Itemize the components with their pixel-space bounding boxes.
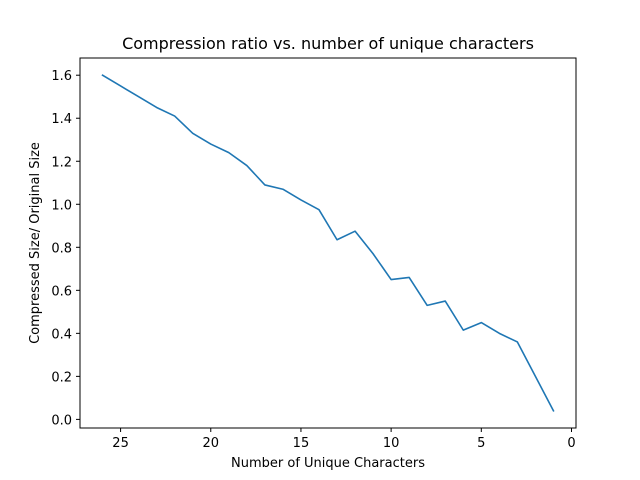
x-tick-label: 10 [383,436,400,451]
x-tick-label: 5 [477,436,485,451]
y-tick-label: 0.6 [51,284,72,299]
x-tick-label: 15 [293,436,310,451]
axes-frame [79,57,577,429]
x-tick-label: 25 [112,436,129,451]
y-tick-label: 1.6 [51,69,72,84]
y-tick-label: 0.4 [51,327,72,342]
x-tick-label: 0 [567,436,575,451]
y-tick-label: 0.2 [51,370,72,385]
series-line [101,74,555,412]
y-tick-label: 1.0 [51,198,72,213]
y-axis-ticks: 0.0 0.2 0.4 0.6 0.8 1.0 1.2 1.4 1.6 [51,69,80,428]
plot-area [79,57,577,429]
x-axis-ticks: 25 20 15 10 5 0 [112,428,576,451]
y-tick-label: 0.0 [51,413,72,428]
x-axis-label: Number of Unique Characters [231,456,425,471]
y-tick-label: 1.4 [51,112,72,127]
y-axis-label: Compressed Size/ Original Size [28,142,43,344]
chart-title: Compression ratio vs. number of unique c… [122,34,534,53]
y-tick-label: 1.2 [51,155,72,170]
x-tick-label: 20 [202,436,219,451]
series-layer [101,74,555,412]
y-tick-label: 0.8 [51,241,72,256]
